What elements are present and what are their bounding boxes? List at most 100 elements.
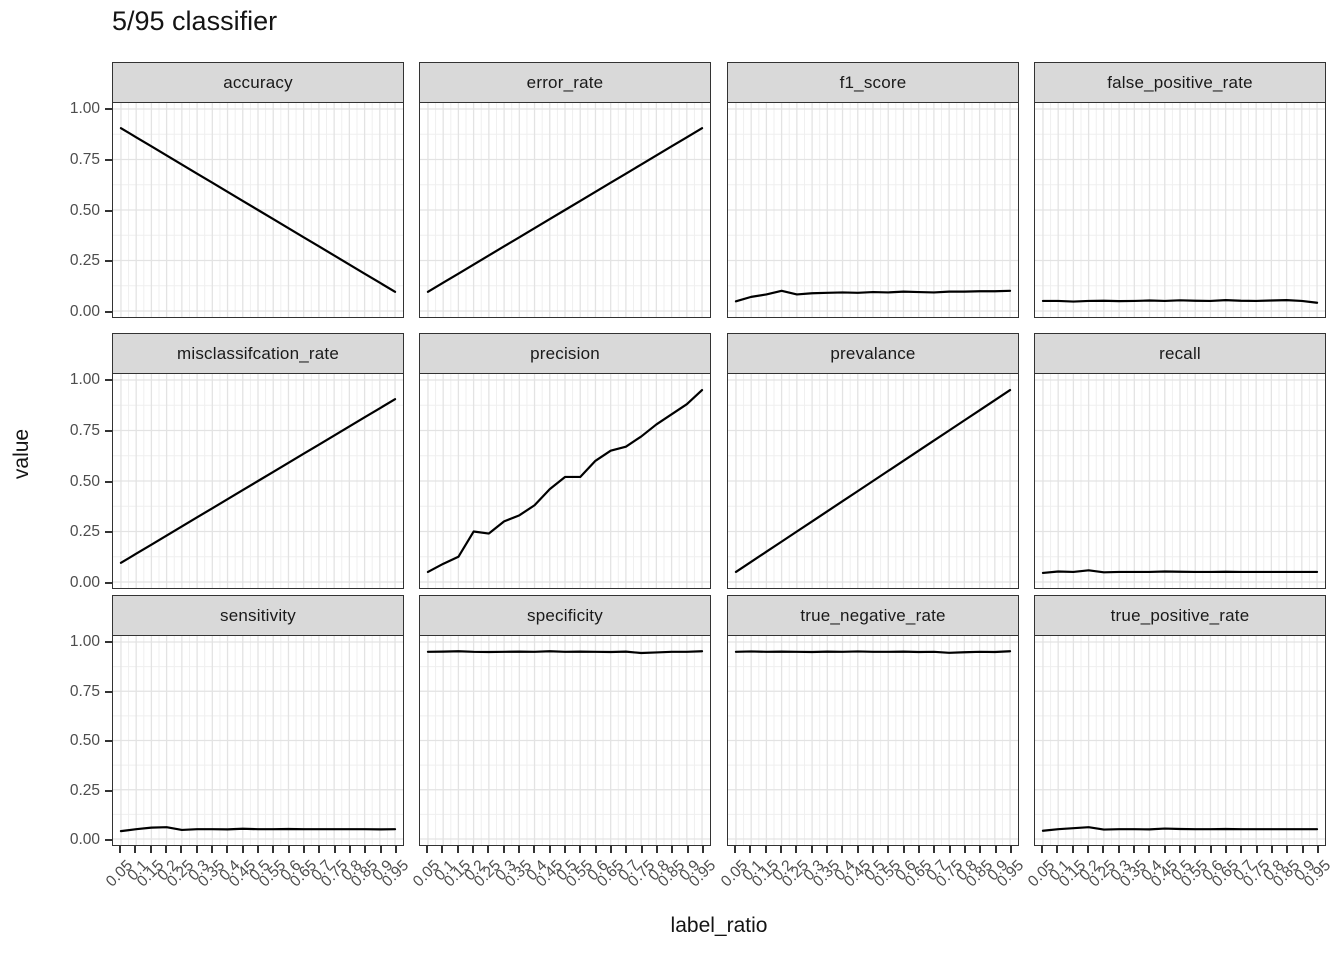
x-tick-mark — [456, 846, 459, 853]
facet-strip-label: recall — [1159, 343, 1201, 363]
y-tick-label: 0.50 — [69, 732, 100, 749]
plot-area-prevalance — [728, 374, 1018, 588]
x-tick-mark — [364, 846, 367, 853]
line-recall — [1041, 569, 1319, 575]
facet-strip-label: false_positive_rate — [1107, 72, 1253, 92]
x-tick-mark — [994, 846, 997, 853]
y-tick-mark — [105, 108, 112, 110]
y-tick-label: 0.00 — [69, 831, 100, 848]
x-tick-mark — [487, 846, 490, 853]
facet-prevalance: prevalance — [727, 333, 1019, 589]
plot-area-recall — [1035, 374, 1325, 588]
x-tick-mark — [211, 846, 213, 853]
x-tick-mark — [1117, 846, 1120, 853]
x-tick-mark — [671, 846, 674, 853]
facet-strip-label: specificity — [527, 605, 603, 625]
facet-strip-label: precision — [530, 343, 600, 363]
x-tick-mark — [1225, 846, 1227, 853]
x-tick-mark — [472, 846, 474, 853]
x-tick-mark — [764, 846, 767, 853]
x-tick-mark — [686, 846, 689, 853]
facet-panel-false_positive_rate — [1034, 103, 1326, 318]
x-tick-mark — [1056, 846, 1059, 853]
x-tick-mark — [640, 846, 643, 853]
x-tick-mark — [349, 846, 351, 853]
x-tick-mark — [1240, 846, 1243, 853]
x-tick-mark — [979, 846, 982, 853]
plot-area-specificity — [420, 636, 710, 845]
plot-area-accuracy — [113, 103, 403, 317]
facet-strip-label: true_negative_rate — [800, 605, 946, 625]
facet-panel-specificity — [419, 636, 711, 846]
line-prevalance — [734, 388, 1012, 574]
x-tick-mark — [933, 846, 936, 853]
y-tick-mark — [105, 480, 112, 483]
facet-panel-precision — [419, 374, 711, 589]
x-tick-mark — [780, 846, 782, 853]
line-true_positive_rate — [1041, 826, 1319, 832]
y-tick-label: 0.00 — [69, 303, 100, 320]
facet-strip-true_positive_rate: true_positive_rate — [1034, 595, 1326, 636]
facet-panel-accuracy — [112, 103, 404, 318]
facet-error_rate: error_rate — [419, 62, 711, 318]
y-tick-mark — [105, 209, 112, 212]
x-tick-mark — [1148, 846, 1151, 853]
line-true_negative_rate — [734, 650, 1012, 654]
y-tick-label: 0.75 — [69, 421, 100, 439]
facet-strip-label: accuracy — [223, 72, 293, 92]
y-tick-label: 0.75 — [69, 682, 100, 700]
facet-panel-true_positive_rate — [1034, 636, 1326, 846]
facet-accuracy: accuracy — [112, 62, 404, 318]
y-tick-mark — [105, 260, 112, 263]
x-tick-mark — [1071, 846, 1074, 853]
x-tick-mark — [1133, 846, 1135, 853]
facet-panel-misclassifcation_rate — [112, 374, 404, 589]
x-tick-mark — [1087, 846, 1089, 853]
x-tick-mark — [533, 846, 536, 853]
x-tick-mark — [1041, 846, 1043, 853]
facet-strip-label: prevalance — [830, 343, 916, 363]
x-tick-mark — [856, 846, 859, 853]
plot-area-sensitivity — [113, 636, 403, 845]
line-sensitivity — [119, 826, 397, 833]
facet-panel-error_rate — [419, 103, 711, 318]
plot-area-precision — [420, 374, 710, 588]
x-tick-mark — [395, 846, 397, 853]
x-tick-mark — [1255, 846, 1258, 853]
plot-area-true_positive_rate — [1035, 636, 1325, 845]
plot-area-true_negative_rate — [728, 636, 1018, 845]
y-tick-label: 1.00 — [69, 633, 100, 650]
line-misclassifcation_rate — [119, 398, 397, 564]
facet-strip-specificity: specificity — [419, 595, 711, 636]
y-tick-mark — [105, 429, 112, 432]
line-precision — [426, 388, 704, 574]
facet-sensitivity: sensitivity — [112, 595, 404, 846]
facet-false_positive_rate: false_positive_rate — [1034, 62, 1326, 318]
facet-strip-label: f1_score — [839, 72, 907, 92]
x-tick-mark — [826, 846, 828, 853]
x-tick-mark — [180, 846, 183, 853]
plot-area-misclassifcation_rate — [113, 374, 403, 588]
x-tick-mark — [548, 846, 551, 853]
y-tick-label: 0.50 — [69, 201, 100, 219]
y-tick-mark — [105, 740, 112, 742]
facet-strip-prevalance: prevalance — [727, 333, 1019, 374]
y-tick-label: 0.50 — [69, 472, 100, 490]
facet-true_negative_rate: true_negative_rate — [727, 595, 1019, 846]
y-tick-mark — [105, 311, 112, 313]
facet-strip-false_positive_rate: false_positive_rate — [1034, 62, 1326, 103]
x-tick-mark — [1102, 846, 1105, 853]
x-tick-mark — [902, 846, 905, 853]
y-tick-label: 0.25 — [69, 252, 100, 270]
x-tick-mark — [165, 846, 167, 853]
x-tick-mark — [625, 846, 628, 853]
x-tick-mark — [134, 846, 137, 853]
facet-panel-prevalance — [727, 374, 1019, 589]
x-tick-mark — [1179, 846, 1181, 853]
line-accuracy — [119, 127, 397, 293]
plot-area-f1_score — [728, 103, 1018, 317]
y-tick-label: 0.25 — [69, 781, 100, 799]
y-tick-mark — [105, 839, 112, 841]
y-tick-label: 0.25 — [69, 523, 100, 541]
